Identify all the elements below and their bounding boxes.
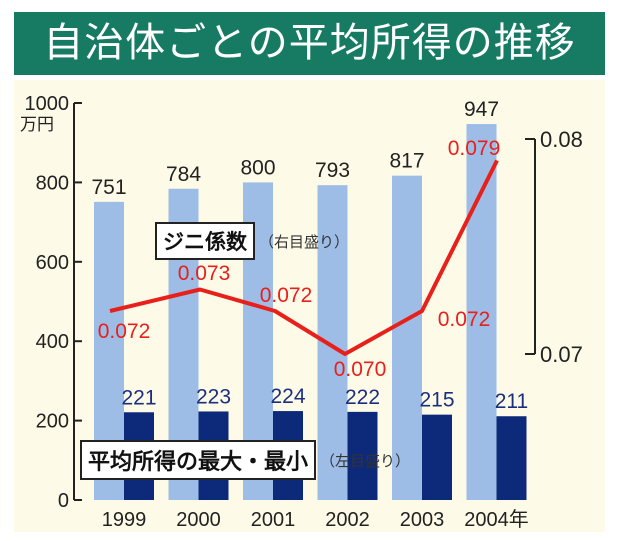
bar-min-label: 222 (345, 386, 380, 409)
left-axis-tick-label: 400 (36, 331, 69, 353)
gini-label: 0.072 (260, 284, 313, 307)
bar-min-label: 211 (495, 390, 528, 413)
bar-min-label: 224 (270, 385, 305, 408)
gini-label: 0.070 (334, 358, 387, 381)
plot-area: 0 200 400 600 800 1000 万円 0.07 0.08 751 221 1999 784… (14, 80, 605, 532)
x-tick-label: 2000 (176, 509, 221, 531)
legend-gini-note: （右目盛り） (259, 232, 350, 251)
bar-max-label: 793 (315, 159, 350, 182)
gini-label: 0.072 (438, 308, 491, 331)
bar-min-label: 215 (419, 389, 454, 412)
legend-gini: ジニ係数 （右目盛り） (155, 222, 349, 260)
x-tick-label: 2001 (251, 509, 296, 531)
bar-max (392, 175, 422, 500)
bar-min (422, 414, 452, 500)
x-tick-label: 1999 (102, 509, 147, 531)
x-tick-label: 2002 (325, 509, 370, 531)
left-axis-tick-label: 1000 (25, 93, 70, 115)
right-axis-tick-label: 0.07 (540, 342, 583, 367)
bar-max-label: 817 (389, 150, 424, 173)
bar-max-label: 800 (240, 156, 275, 179)
x-tick-label: 2004年 (464, 508, 529, 531)
bar-min-label: 223 (196, 385, 231, 408)
bar-max (317, 185, 348, 500)
left-axis-tick-label: 0 (58, 490, 69, 512)
gini-label: 0.073 (178, 262, 231, 285)
chart-title: 自治体ごとの平均所得の推移 (14, 12, 605, 75)
bar-max-label: 784 (166, 163, 201, 186)
bar-min (347, 411, 378, 500)
x-tick-label: 2003 (400, 509, 445, 531)
legend-gini-label: ジニ係数 (155, 222, 255, 260)
left-axis-tick-label: 600 (36, 252, 69, 274)
bar-min-label: 221 (121, 386, 156, 409)
legend-income: 平均所得の最大・最小 （左目盛り） (80, 440, 410, 480)
bar-max (466, 124, 497, 500)
left-axis-unit: 万円 (20, 115, 54, 134)
left-axis-tick-label: 200 (36, 411, 69, 433)
gini-label: 0.072 (98, 320, 151, 343)
gini-line (109, 159, 499, 356)
left-axis-tick-label: 800 (36, 172, 69, 194)
bar-max-label: 947 (464, 98, 499, 121)
gini-label: 0.079 (448, 137, 501, 160)
right-axis-tick-label: 0.08 (540, 127, 583, 152)
legend-income-label: 平均所得の最大・最小 (80, 440, 317, 480)
bar-min (496, 416, 527, 500)
legend-income-note: （左目盛り） (320, 451, 411, 470)
bar-max-label: 751 (91, 176, 126, 199)
